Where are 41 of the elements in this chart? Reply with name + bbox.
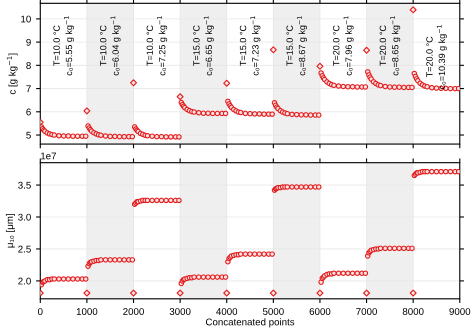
point	[363, 46, 370, 54]
annotation: T=20.0 °C c₀=8.65 g kg$^{−1}$	[380, 16, 400, 76]
annotation: T=15.0 °C c₀=8.67 g kg$^{−1}$	[286, 16, 307, 76]
y-tick-label: 6	[26, 108, 31, 116]
point	[410, 6, 417, 14]
x-tick-label: 1000	[76, 308, 98, 315]
point	[316, 62, 324, 70]
x-tick-label: 7000	[356, 308, 377, 315]
x-tick-label: 2000	[123, 308, 144, 315]
annotation: T=10.0 °C c₀=7.25 g kg$^{−1}$	[146, 16, 168, 76]
annotation: T=15.0 °C c₀=7.23 g kg$^{−1}$	[240, 16, 260, 76]
x-tick-label: 9000	[449, 308, 470, 315]
annotation: T=20.0 °C c₀=10.39 g kg$^{−1}$	[426, 24, 447, 90]
annotation: T=20.0 °C c₀=7.96 g kg$^{−1}$	[333, 16, 354, 76]
x-tick-label: 8000	[402, 308, 424, 315]
x-axis-title: Concatenated points	[206, 318, 294, 328]
point	[223, 80, 230, 87]
point	[83, 107, 90, 114]
annotation: T=10.0 °C c₀=6.04 g kg$^{−1}$	[100, 16, 121, 76]
y-axis-title: c [g kg$^{−1}$]	[6, 54, 18, 94]
y-tick-label: 5	[26, 132, 31, 139]
point	[130, 79, 138, 86]
x-tick-label: 4000	[216, 308, 238, 315]
y-axis-title: μ₁₀ [μm]	[6, 214, 15, 248]
annotation: T=15.0 °C c₀=6.65 g kg$^{−1}$	[193, 16, 214, 76]
y-tick-label: 2.0	[18, 278, 31, 285]
y-tick-label: 7	[26, 85, 31, 92]
annotation: T=10.0 °C c₀=5.55 g kg$^{−1}$	[53, 16, 74, 76]
y-tick-label: 8	[26, 62, 31, 69]
x-tick-label: 0	[38, 308, 43, 315]
y-tick-label: 10	[21, 16, 31, 22]
x-tick-label: 3000	[170, 308, 191, 315]
y-tick-label: 2.5	[18, 246, 31, 253]
y-tick-label: 3.5	[18, 182, 31, 189]
point	[176, 93, 184, 100]
x-tick-label: 6000	[310, 308, 330, 315]
y-tick-label: 9	[26, 38, 31, 46]
text: 1e7	[41, 152, 56, 160]
x-tick-label: 5000	[262, 308, 284, 315]
y-tick-label: 3.0	[18, 214, 31, 221]
point	[270, 46, 277, 54]
